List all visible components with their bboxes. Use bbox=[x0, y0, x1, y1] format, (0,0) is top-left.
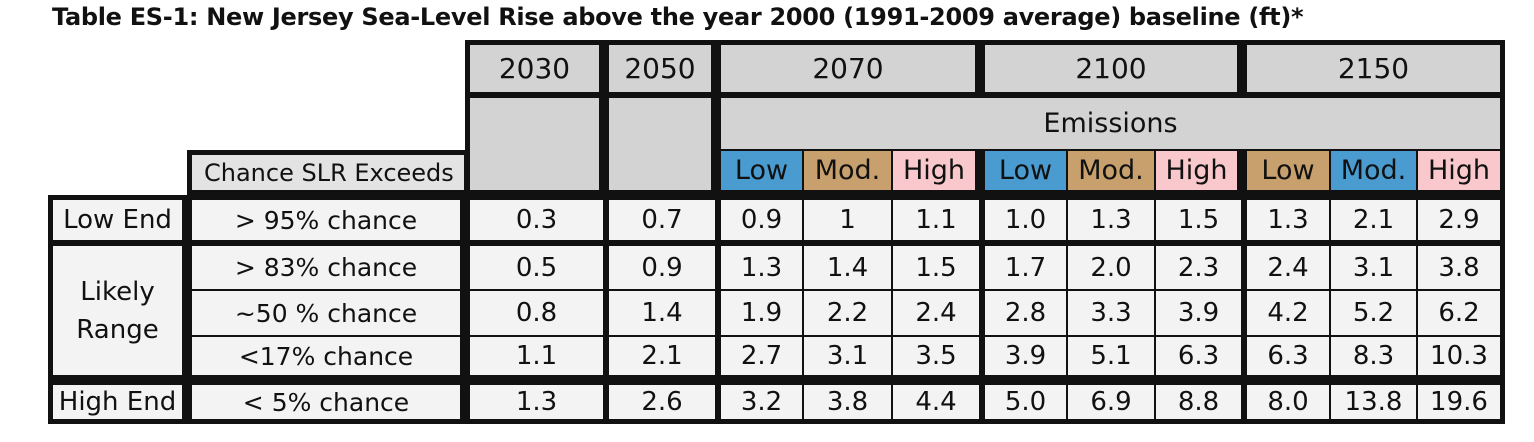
scenario-2070-mod: Mod. bbox=[803, 150, 892, 195]
scenario-2150-mod: Mod. bbox=[1330, 150, 1417, 195]
table-cell: 5.0 bbox=[980, 380, 1067, 424]
table-cell: 6.9 bbox=[1067, 380, 1155, 424]
emissions-header: Emissions bbox=[716, 97, 1505, 150]
table-cell: 1.0 bbox=[980, 195, 1067, 245]
chance-label: > 95% chance bbox=[187, 195, 465, 245]
table-cell: 3.8 bbox=[803, 380, 892, 424]
row-group-likely-range-line: Range bbox=[76, 314, 159, 345]
table-cell: 1.3 bbox=[716, 245, 803, 290]
chance-header: Chance SLR Exceeds bbox=[187, 150, 465, 195]
table-cell: 0.9 bbox=[716, 195, 803, 245]
table-cell: 3.1 bbox=[803, 336, 892, 380]
year-header-2050: 2050 bbox=[604, 40, 716, 97]
table-cell: 2.2 bbox=[803, 290, 892, 336]
table-cell: 2.8 bbox=[980, 290, 1067, 336]
table-cell: 6.2 bbox=[1417, 290, 1505, 336]
chance-label: <17% chance bbox=[187, 336, 465, 380]
table-cell: 6.3 bbox=[1242, 336, 1330, 380]
table-cell: 2.9 bbox=[1417, 195, 1505, 245]
table-cell: 0.8 bbox=[465, 290, 604, 336]
table-cell: 8.3 bbox=[1330, 336, 1417, 380]
chance-label: ~50 % chance bbox=[187, 290, 465, 336]
row-group-low-end: Low End bbox=[48, 195, 187, 245]
row-group-likely-range-line: Likely bbox=[80, 276, 155, 307]
table-cell: 1.4 bbox=[803, 245, 892, 290]
table-cell: 1.3 bbox=[1242, 195, 1330, 245]
table-cell: 3.5 bbox=[892, 336, 980, 380]
table-cell: 3.8 bbox=[1417, 245, 1505, 290]
table-cell: 2.1 bbox=[604, 336, 716, 380]
table-cell: 1.7 bbox=[980, 245, 1067, 290]
table-cell: 8.8 bbox=[1155, 380, 1242, 424]
table-cell: 2.4 bbox=[892, 290, 980, 336]
table-cell: 0.9 bbox=[604, 245, 716, 290]
table-cell: 1.3 bbox=[1067, 195, 1155, 245]
blank-header-2050 bbox=[604, 97, 716, 195]
year-header-2100: 2100 bbox=[980, 40, 1242, 97]
scenario-2150-low: Low bbox=[1242, 150, 1330, 195]
table-cell: 6.3 bbox=[1155, 336, 1242, 380]
year-header-2150: 2150 bbox=[1242, 40, 1505, 97]
table-cell: 4.2 bbox=[1242, 290, 1330, 336]
table-cell: 3.2 bbox=[716, 380, 803, 424]
table-cell: 10.3 bbox=[1417, 336, 1505, 380]
table-cell: 3.3 bbox=[1067, 290, 1155, 336]
scenario-2100-mod: Mod. bbox=[1067, 150, 1155, 195]
table-cell: 5.1 bbox=[1067, 336, 1155, 380]
table-cell: 2.3 bbox=[1155, 245, 1242, 290]
scenario-2150-high: High bbox=[1417, 150, 1505, 195]
table-cell: 0.3 bbox=[465, 195, 604, 245]
scenario-2100-low: Low bbox=[980, 150, 1067, 195]
table-cell: 2.0 bbox=[1067, 245, 1155, 290]
year-header-2030: 2030 bbox=[465, 40, 604, 97]
table-cell: 5.2 bbox=[1330, 290, 1417, 336]
blank-header-2030 bbox=[465, 97, 604, 195]
table-cell: 3.9 bbox=[980, 336, 1067, 380]
table-cell: 4.4 bbox=[892, 380, 980, 424]
table-cell: 1.1 bbox=[465, 336, 604, 380]
scenario-2100-high: High bbox=[1155, 150, 1242, 195]
table-cell: 1.3 bbox=[465, 380, 604, 424]
table-cell: 1 bbox=[803, 195, 892, 245]
table-cell: 1.4 bbox=[604, 290, 716, 336]
table-cell: 8.0 bbox=[1242, 380, 1330, 424]
table-cell: 0.5 bbox=[465, 245, 604, 290]
table-cell: 13.8 bbox=[1330, 380, 1417, 424]
table-cell: 1.5 bbox=[892, 245, 980, 290]
row-group-high-end: High End bbox=[48, 380, 187, 424]
table-title: Table ES-1: New Jersey Sea-Level Rise ab… bbox=[52, 3, 1304, 31]
table-cell: 2.6 bbox=[604, 380, 716, 424]
table-cell: 1.9 bbox=[716, 290, 803, 336]
table-cell: 1.1 bbox=[892, 195, 980, 245]
table-cell: 3.9 bbox=[1155, 290, 1242, 336]
table-cell: 19.6 bbox=[1417, 380, 1505, 424]
year-header-2070: 2070 bbox=[716, 40, 980, 97]
table-cell: 0.7 bbox=[604, 195, 716, 245]
table-cell: 3.1 bbox=[1330, 245, 1417, 290]
table-cell: 2.1 bbox=[1330, 195, 1417, 245]
table-cell: 2.4 bbox=[1242, 245, 1330, 290]
chance-label: > 83% chance bbox=[187, 245, 465, 290]
scenario-2070-high: High bbox=[892, 150, 980, 195]
scenario-2070-low: Low bbox=[716, 150, 803, 195]
table-cell: 2.7 bbox=[716, 336, 803, 380]
row-group-likely-range: Likely Range bbox=[48, 245, 187, 380]
chance-label: < 5% chance bbox=[187, 380, 465, 424]
table-cell: 1.5 bbox=[1155, 195, 1242, 245]
